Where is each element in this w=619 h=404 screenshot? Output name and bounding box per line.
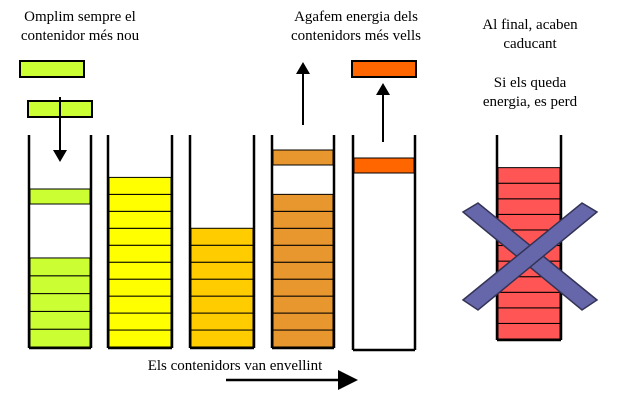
container-oldest [353,135,415,350]
container-3-energy-block [191,262,253,279]
up-arrow-icon [376,83,390,142]
container-2-energy-block [109,211,171,228]
container-4-energy-block [273,228,333,245]
container-4-energy-block [273,313,333,330]
container-4 [272,135,334,348]
container-2-energy-block [109,296,171,313]
container-oldest-top-block [354,158,414,173]
container-3-energy-block [191,279,253,296]
container-4-top-block [273,150,333,165]
container-2-energy-block [109,194,171,211]
container-4-energy-block [273,279,333,296]
container-expired-energy-block [498,292,560,308]
container-2-energy-block [109,330,171,347]
label-aging: Els contenidors van envellint [130,357,340,376]
outgoing-block [352,61,416,77]
container-2-energy-block [109,245,171,262]
container-2-energy-block [109,262,171,279]
container-expired-energy-block [498,183,560,199]
container-2-energy-block [109,228,171,245]
label-fill-newest: Omplim sempre el contenidor més nou [6,8,154,46]
container-3-energy-block [191,296,253,313]
container-newest-top-block [30,189,90,204]
incoming-block-1 [20,61,84,77]
up-arrow-icon [296,62,310,125]
container-newest-energy-block [30,294,90,312]
container-3-energy-block [191,313,253,330]
container-4-energy-block [273,296,333,313]
container-2 [108,135,172,348]
container-2-energy-block [109,177,171,194]
container-expired-energy-block [498,308,560,324]
container-3-energy-block [191,330,253,347]
container-3-energy-block [191,245,253,262]
container-expired-energy-block [498,168,560,184]
container-newest-energy-block [30,276,90,294]
container-newest-energy-block [30,329,90,347]
label-lost: Si els queda energia, es perd [470,74,590,112]
container-4-energy-block [273,211,333,228]
container-4-energy-block [273,262,333,279]
container-newest [29,135,91,348]
container-newest-energy-block [30,258,90,276]
container-3-energy-block [191,228,253,245]
container-2-energy-block [109,279,171,296]
container-newest-energy-block [30,311,90,329]
container-4-energy-block [273,330,333,347]
container-3 [190,135,254,348]
label-take-oldest: Agafem energia dels contenidors més vell… [272,8,440,46]
container-expired-energy-block [498,199,560,215]
label-expire: Al final, acaben caducant [470,16,590,54]
container-4-energy-block [273,245,333,262]
container-2-energy-block [109,313,171,330]
container-expired-energy-block [498,323,560,339]
container-4-energy-block [273,194,333,211]
